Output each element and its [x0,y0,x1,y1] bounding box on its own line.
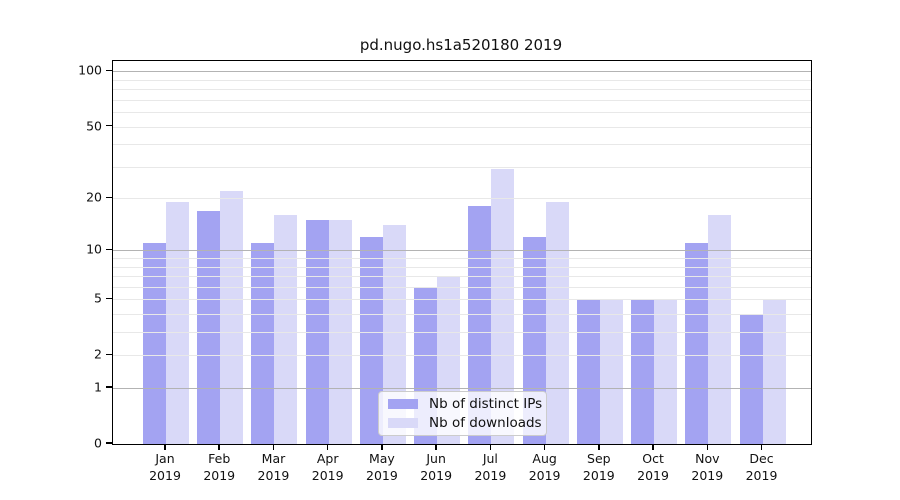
y-tick-label: 5 [94,290,102,306]
x-tick-label-mar: Mar 2019 [257,451,290,483]
y-tick-label: 1 [94,379,102,395]
gridline-minor [113,99,811,101]
bar-ips-dec [739,314,763,444]
gridline-minor [113,126,811,128]
x-tick-label-feb: Feb 2019 [203,451,236,483]
bar-ips-mar [251,243,275,444]
x-tick-label-may: May 2019 [366,451,398,483]
bar-ips-nov [685,243,709,444]
gridline-minor [113,198,811,200]
gridline-minor [113,276,811,278]
x-tick-label-apr: Apr 2019 [311,451,344,483]
gridline-minor [113,299,811,301]
y-tick-mark [106,386,112,388]
gridline-minor [113,79,811,81]
legend: Nb of distinct IPs Nb of downloads [378,391,547,436]
legend-label: Nb of distinct IPs [429,396,543,412]
y-tick-mark [106,124,112,127]
x-tick-mark [164,444,166,450]
plot-canvas [113,61,811,444]
y-tick-label: 0 [94,435,102,451]
x-tick-mark [543,444,546,450]
bar-downloads-may [382,225,406,444]
y-tick-label: 50 [86,118,102,134]
x-tick-label-nov: Nov 2019 [691,451,724,483]
y-tick-label: 10 [86,241,102,257]
gridline-major [113,388,811,390]
bar-downloads-nov [708,215,732,444]
x-tick-mark [435,444,437,450]
gridline-minor [113,266,811,268]
gridline-minor [113,258,811,260]
x-tick-label-sep: Sep 2019 [582,451,615,483]
bar-downloads-aug [545,202,569,444]
x-tick-mark [272,444,275,450]
y-tick-mark [106,442,112,444]
bar-downloads-feb [220,190,244,444]
legend-item: Nb of downloads [388,415,546,431]
y-tick-label: 2 [94,346,102,362]
x-tick-label-jul: Jul 2019 [474,451,507,483]
x-tick-mark [218,444,220,450]
plot-area [112,60,812,445]
bar-downloads-jul [491,169,515,444]
x-tick-mark [652,444,654,450]
x-tick-mark [326,444,329,450]
x-tick-label-jan: Jan 2019 [149,451,181,483]
bar-downloads-mar [274,215,298,444]
bar-ips-sep [576,299,600,444]
gridline-major [113,250,811,252]
gridline-minor [113,355,811,357]
x-tick-mark [706,444,709,450]
y-tick-mark [106,297,112,300]
x-tick-label-dec: Dec 2019 [745,451,778,483]
gridline-minor [113,89,811,91]
x-tick-label-oct: Oct 2019 [637,451,669,483]
y-tick-label: 20 [86,189,102,205]
bar-ips-jan [143,243,166,444]
gridline-minor [113,314,811,316]
gridline-minor [113,166,811,168]
downloads-swatch-icon [388,418,418,428]
bar-ips-jul [468,206,492,444]
y-tick-label: 100 [78,62,102,78]
x-tick-label-jun: Jun 2019 [420,451,453,483]
y-tick-mark [106,353,112,356]
gridline-minor [113,286,811,288]
bar-downloads-jan [166,202,189,444]
y-tick-mark [106,196,112,198]
y-tick-mark [106,248,112,251]
legend-label: Nb of downloads [429,415,542,431]
bar-downloads-oct [654,299,678,444]
legend-item: Nb of distinct IPs [388,396,546,412]
gridline-major [113,71,811,73]
bar-ips-oct [631,299,655,444]
x-tick-mark [760,444,763,450]
ips-swatch-icon [388,399,418,409]
x-tick-mark [381,444,383,450]
x-tick-mark [489,444,492,450]
x-tick-mark [598,444,600,450]
gridline-minor [113,112,811,114]
gridline-minor [113,332,811,334]
gridline-minor [113,144,811,146]
x-tick-label-aug: Aug 2019 [528,451,561,483]
y-tick-mark [106,69,112,72]
bar-ips-feb [197,210,221,444]
bar-downloads-sep [599,299,623,444]
bar-ips-may [359,236,383,444]
chart-title: pd.nugo.hs1a520180 2019 [359,36,563,54]
bar-downloads-dec [762,299,786,444]
